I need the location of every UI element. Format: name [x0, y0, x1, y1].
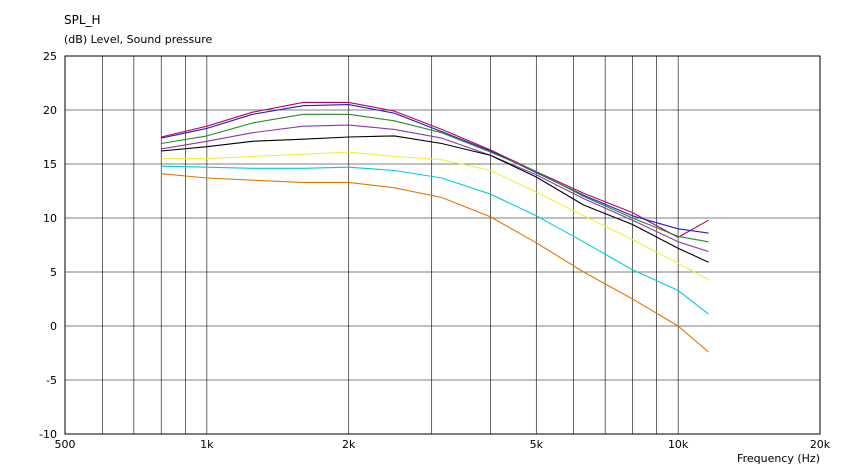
y-tick-label-3: 10	[43, 212, 57, 225]
series-line-5	[161, 135, 709, 263]
x-tick-label-5: 20k	[810, 438, 831, 451]
x-tick-label-0: 500	[55, 438, 76, 451]
y-tick-label-7: -10	[39, 428, 57, 441]
chart-subtitle: (dB) Level, Sound pressure	[64, 33, 213, 46]
y-tick-label-4: 5	[50, 266, 57, 279]
series-line-4	[161, 124, 709, 253]
series-line-3	[161, 113, 709, 243]
x-tick-label-3: 5k	[530, 438, 544, 451]
y-tick-label-0: 25	[43, 50, 57, 63]
x-axis-label: Frequency (Hz)	[737, 452, 820, 465]
x-tick-label-1: 1k	[200, 438, 214, 451]
plot-frame	[64, 55, 821, 435]
y-tick-label-2: 15	[43, 158, 57, 171]
grid-lines	[65, 55, 820, 435]
series-line-6	[161, 151, 709, 281]
series-line-1	[161, 101, 709, 238]
chart-title: SPL_H	[64, 13, 101, 27]
y-tick-label-6: -5	[46, 374, 57, 387]
series-line-8	[161, 173, 709, 353]
series-lines	[161, 101, 709, 353]
y-tick-label-1: 20	[43, 104, 57, 117]
y-tick-label-5: 0	[50, 320, 57, 333]
x-tick-label-4: 10k	[668, 438, 689, 451]
series-line-7	[161, 165, 709, 315]
series-line-2	[161, 104, 709, 234]
x-tick-label-2: 2k	[342, 438, 356, 451]
